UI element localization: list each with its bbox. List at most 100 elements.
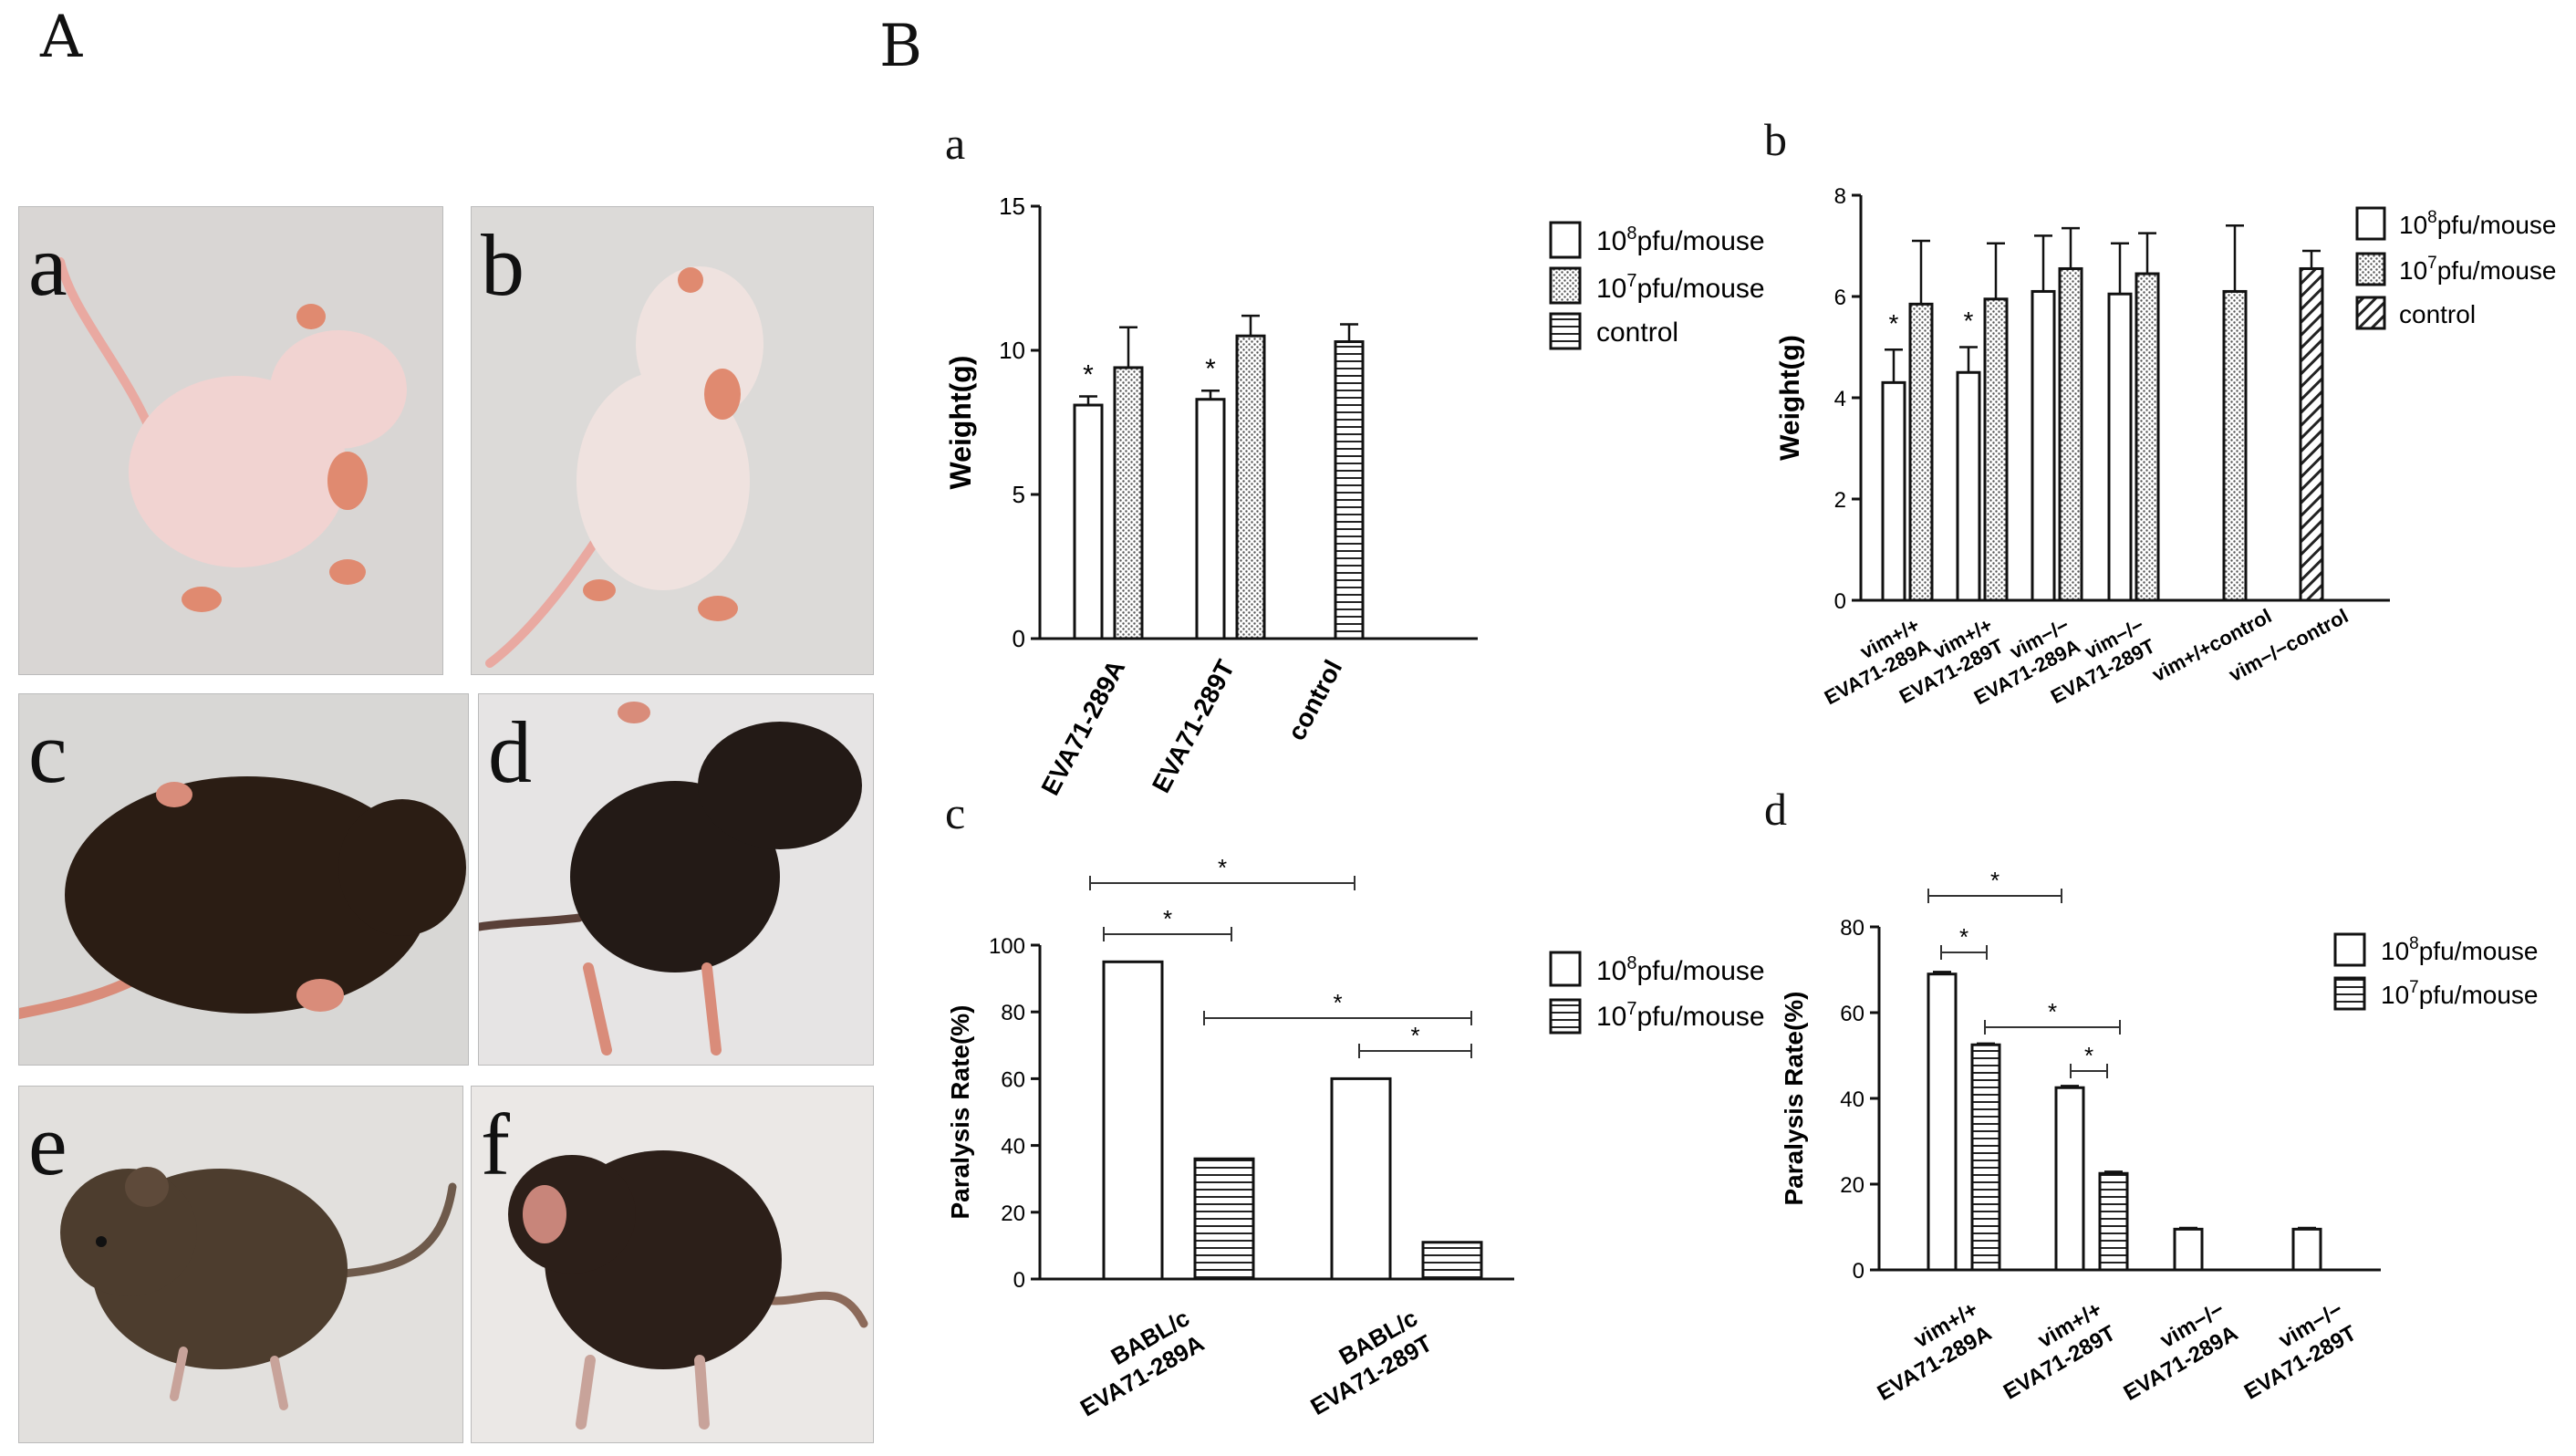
legend-label-1e8-exp: 8 [1626,224,1636,244]
mouse-photo-a: a [18,206,443,675]
legend-swatch-1e7 [1549,998,1582,1035]
subpanel-c-label: c [945,787,966,838]
legend-label-1e8-exp: 8 [1626,953,1636,973]
legend-label-1e8-unit: pfu/mouse [2437,211,2557,239]
significance-star: * [1083,360,1094,390]
legend-label-1e7-exp: 7 [1626,999,1636,1019]
legend-swatch-control [1549,312,1582,350]
y-tick-label: 80 [1840,916,1864,941]
bar [1956,370,1981,602]
bar [1330,1076,1392,1281]
y-tick-label: 6 [1834,286,1846,310]
mouse-photo-e: e [18,1086,463,1443]
y-tick-label: 40 [1001,1135,1025,1160]
bar [2031,289,2056,602]
significance-star: * [1964,307,1974,335]
x-tick-label: vim−/−EVA71-289A [2106,1297,2242,1406]
significance-star: * [1889,309,1899,338]
y-axis-label: Paralysis Rate(%) [946,1004,974,1219]
legend-swatch-1e8 [2333,932,2366,967]
legend-label-1e7-exp: 7 [2427,254,2437,273]
legend-swatch-control [2355,296,2386,330]
legend-label-1e8-base: 10 [2399,211,2427,239]
bar [2135,272,2160,602]
mouse-illustration [19,694,468,1065]
legend-label-1e8-exp: 8 [2427,208,2437,227]
bar [1073,403,1104,640]
y-tick-label: 20 [1840,1173,1864,1198]
bar [1193,1157,1255,1281]
x-tick-label: BABL/cEVA71-289A [1061,1304,1209,1421]
mouse-photo-d: d [478,693,874,1066]
bar [1983,297,2009,602]
mouse-photo-c: c [18,693,469,1066]
legend-label-1e8-base: 10 [1596,956,1626,986]
bar [1334,340,1365,640]
legend-label-1e8-base: 10 [1596,226,1626,256]
bar [1908,302,1934,602]
y-tick-label: 8 [1834,184,1846,209]
bar [2299,266,2324,602]
legend-label-1e7-unit: pfu/mouse [2419,981,2539,1009]
legend-swatch-1e7 [1549,266,1582,305]
bar [1881,380,1906,602]
x-tick-label: BABL/cEVA71-289T [1292,1304,1438,1420]
y-tick-label: 4 [1834,387,1846,411]
significance-star: * [1218,854,1227,881]
legend-label-1e7-base: 10 [1596,274,1626,304]
bar [2054,1086,2085,1272]
chart-c: Paralysis Rate(%) 0 20 40 60 80 100 BABL/cEVA71… [946,854,1514,1422]
panel-b-label: B [879,13,923,80]
legend-label-1e7-unit: pfu/mouse [2437,256,2557,285]
bar [1421,1241,1483,1281]
bar [2222,289,2248,602]
bar [1970,1043,2001,1272]
chart-a: Weight(g) 0 5 10 15 EVA71-289A EVA71-289T contr… [944,192,1478,800]
y-tick-label: 10 [999,337,1025,364]
legend-label-1e8-unit: pfu/mouse [2419,937,2539,965]
significance-star: * [1959,923,1968,951]
legend-b: 108pfu/mouse 107pfu/mouse control [2355,206,2557,330]
photo-label: c [28,703,68,801]
legend-label-1e8-unit: pfu/mouse [1637,956,1765,986]
bar [2058,266,2083,602]
photo-label: a [28,216,68,314]
svg-text:108pfu/mouse: 108pfu/mouse [1596,224,1765,256]
bar [1102,960,1164,1281]
bar [2291,1227,2322,1272]
significance-star: * [1205,354,1216,384]
legend-label-1e7-exp: 7 [1626,271,1636,291]
significance-star: * [1990,867,2000,894]
legend-swatch-1e7 [2355,252,2386,286]
svg-text:107pfu/mouse: 107pfu/mouse [2399,254,2556,285]
y-tick-label: 100 [989,934,1025,959]
legend-label-1e7-base: 10 [1596,1002,1626,1032]
svg-text:107pfu/mouse: 107pfu/mouse [1596,999,1765,1032]
legend-swatch-1e8 [2355,206,2386,241]
y-tick-label: 40 [1840,1087,1864,1112]
bar [2098,1171,2129,1272]
photo-label: e [28,1096,68,1193]
mouse-illustration [19,1087,462,1442]
y-axis-label: Paralysis Rate(%) [1780,991,1808,1205]
mouse-illustration [479,694,873,1065]
bar [1113,366,1144,640]
chart-b: Weight(g)02468vim+/+EVA71-289Avim+/+EVA7… [1775,184,2390,709]
mouse-illustration [472,1087,873,1442]
x-tick-label: EVA71-289A [1035,655,1130,799]
x-tick-label: vim+/+EVA71-289T [1986,1297,2120,1405]
legend-label-1e7-exp: 7 [2409,978,2419,997]
x-tick-label: EVA71-289T [1147,655,1240,797]
legend-label-1e7-base: 10 [2399,256,2427,285]
bar [1927,972,1958,1272]
legend-label-1e8-base: 10 [2381,937,2409,965]
subpanel-b-label: b [1764,114,1787,165]
legend-label-1e8-exp: 8 [2409,934,2419,953]
y-tick-label: 5 [1013,481,1025,508]
x-tick-label: control [1282,655,1347,744]
subpanel-d-label: d [1764,784,1787,835]
y-tick-label: 15 [999,192,1025,220]
mouse-illustration [472,207,873,674]
bar [2107,292,2133,602]
svg-text:108pfu/mouse: 108pfu/mouse [2381,934,2538,965]
